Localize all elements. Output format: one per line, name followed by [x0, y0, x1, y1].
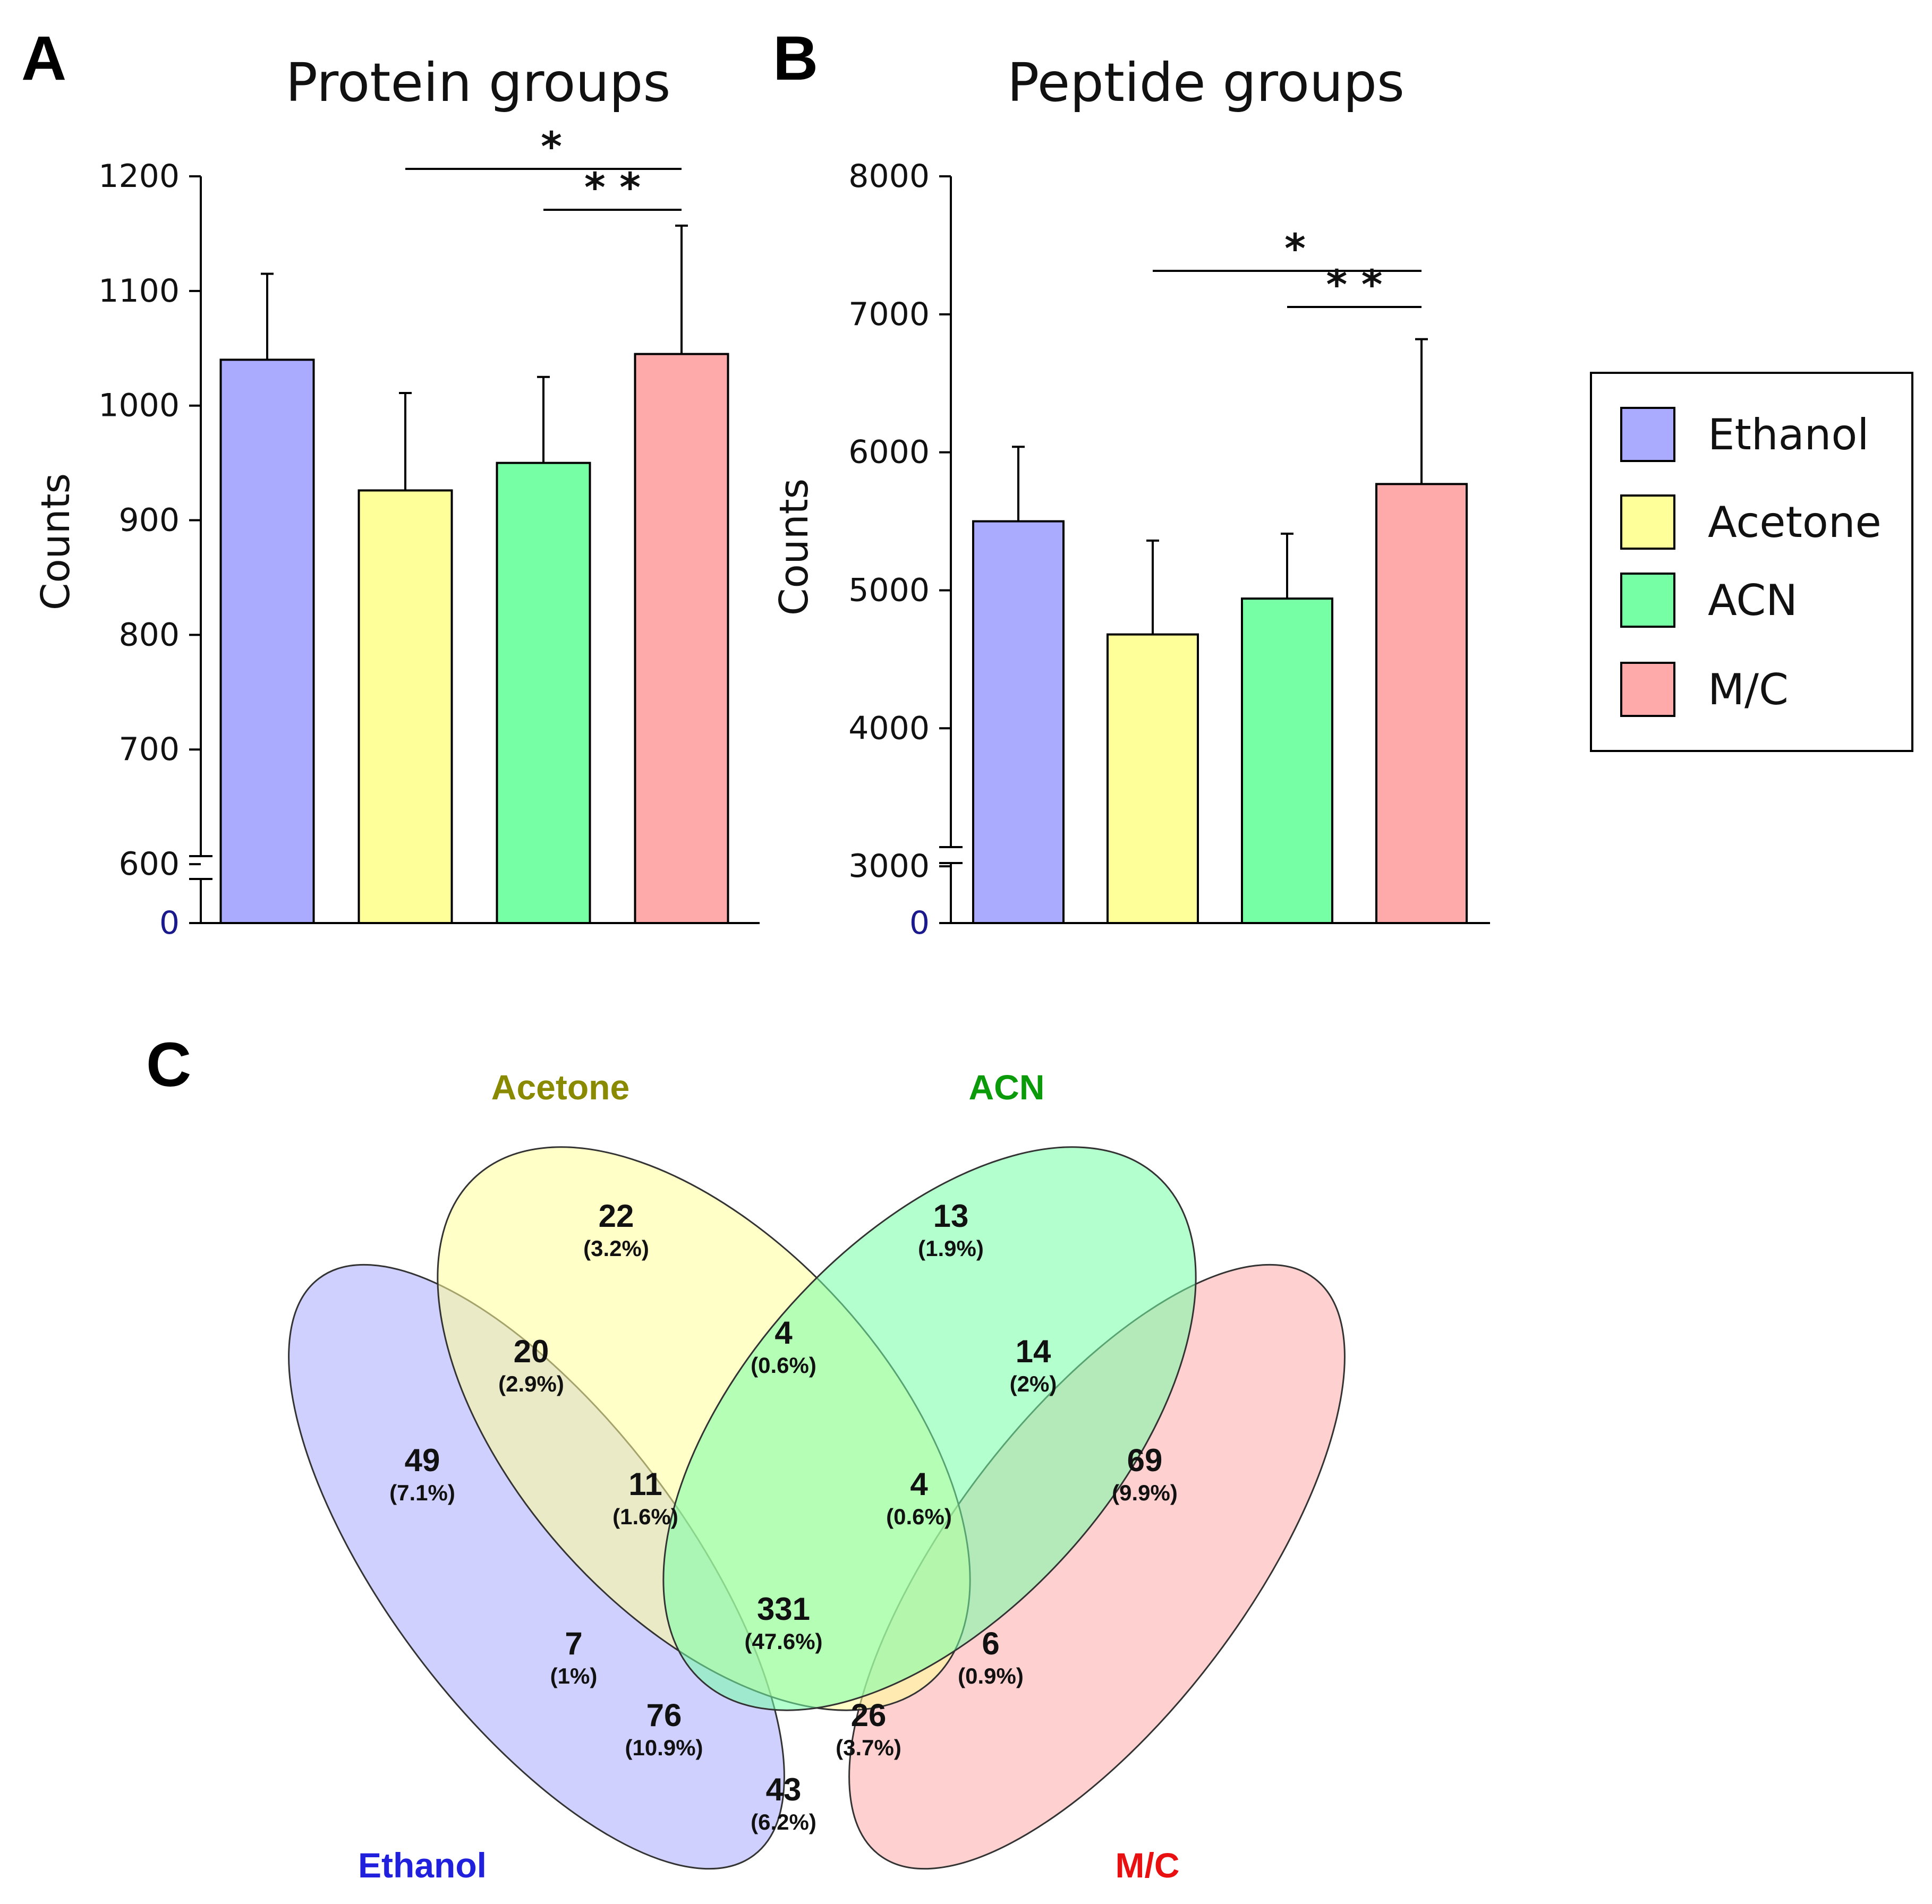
y-tick-label: 600: [118, 846, 180, 883]
venn-percent-acn-only: (1.9%): [918, 1236, 984, 1261]
venn-count-ethanol-acn-mc: 76: [646, 1697, 682, 1733]
y-tick-label: 3000: [848, 848, 930, 885]
venn-percent-mc-only: (9.9%): [1112, 1480, 1178, 1505]
significance-label: *: [541, 123, 562, 170]
bar-mc: [634, 353, 729, 924]
y-axis-label: Counts: [33, 473, 79, 610]
y-tick-label: 7000: [848, 296, 930, 333]
y-tick-label: 8000: [848, 158, 930, 195]
protein-groups-chart: Protein groups Counts 600 700 800 900 1000 11…: [33, 52, 760, 942]
significance-label: *: [1284, 225, 1306, 272]
legend-swatch-mc: [1620, 662, 1675, 717]
legend-label: Ethanol: [1708, 410, 1869, 459]
venn-set-label-ethanol: Ethanol: [358, 1846, 487, 1885]
venn-count-ethanol-acetone-mc: 26: [851, 1697, 887, 1733]
venn-count-ethanol-acn: 7: [565, 1626, 582, 1661]
bar-acn: [496, 462, 591, 924]
bar-mc: [1375, 483, 1468, 924]
venn-percent-ethanol-acn: (1%): [550, 1663, 598, 1688]
venn-count-acn-mc: 14: [1016, 1334, 1051, 1369]
y-tick-label: 1100: [98, 272, 180, 310]
chart-title: Peptide groups: [1007, 52, 1405, 114]
venn-shapes: [288, 1146, 1346, 1870]
venn-set-names: Acetone ACN Ethanol M/C: [358, 1068, 1179, 1885]
y-tick-label: 700: [118, 731, 180, 768]
venn-count-ethanol-acetone: 20: [514, 1334, 549, 1369]
venn-count-ethanol-only: 49: [405, 1442, 440, 1478]
venn-count-all-four: 331: [757, 1591, 810, 1627]
y-tick-label: 1000: [98, 387, 180, 424]
venn-percent-acetone-acn: (0.6%): [751, 1353, 816, 1378]
bar-ethanol: [219, 358, 315, 924]
panel-letter-b: B: [773, 23, 818, 93]
venn-count-ethanol-mc: 43: [766, 1772, 802, 1807]
venn-percent-ethanol-acetone: (2.9%): [498, 1371, 564, 1396]
venn-percent-acetone-only: (3.2%): [583, 1236, 649, 1261]
legend-entries: Ethanol Acetone ACN M/C: [1620, 407, 1882, 717]
plot-area: 600 700 800 900 1000 1100 1200 0 * * *: [98, 123, 760, 942]
venn-count-ethanol-acetone-acn: 11: [628, 1466, 662, 1502]
venn-set-label-acn: ACN: [969, 1068, 1045, 1107]
y-tick-label-zero: 0: [159, 904, 180, 942]
y-tick-label: 5000: [848, 571, 930, 609]
venn-set-label-mc: M/C: [1116, 1846, 1180, 1885]
venn-count-acn-only: 13: [933, 1198, 969, 1234]
panel-letter-a: A: [21, 23, 66, 93]
y-tick-label-zero: 0: [909, 904, 930, 942]
venn-set-acn: [662, 1146, 1197, 1711]
venn-percent-acn-mc: (2%): [1010, 1371, 1057, 1396]
y-tick-label: 6000: [848, 434, 930, 471]
legend-swatch-ethanol: [1620, 407, 1675, 462]
venn-percent-acetone-acn-mc: (0.6%): [886, 1504, 952, 1529]
venn-percent-ethanol-acn-mc: (10.9%): [625, 1735, 703, 1760]
venn-percent-ethanol-only: (7.1%): [389, 1480, 455, 1505]
venn-percent-ethanol-mc: (6.2%): [751, 1809, 816, 1834]
bar-ethanol: [972, 520, 1065, 924]
y-axis-label: Counts: [771, 479, 817, 616]
peptide-groups-chart: Peptide groups Counts 3000 4000 5000 6000 70…: [771, 52, 1490, 942]
venn-set-label-acetone: Acetone: [491, 1068, 629, 1107]
venn-count-acetone-only: 22: [599, 1198, 634, 1234]
venn-count-mc-only: 69: [1127, 1442, 1163, 1478]
bar-acn: [1241, 597, 1333, 924]
bar-acetone: [1107, 633, 1199, 924]
plot-area: 3000 4000 5000 6000 7000 8000 0 * * *: [848, 158, 1490, 942]
significance-label: * *: [1326, 261, 1383, 308]
significance-label: * *: [584, 164, 641, 211]
legend-label: ACN: [1708, 576, 1798, 625]
venn-diagram: 22(3.2%)13(1.9%)20(2.9%)4(0.6%) 14(2%)49(…: [288, 1068, 1346, 1885]
y-tick-label: 900: [118, 502, 180, 539]
venn-percent-ethanol-acetone-mc: (3.7%): [836, 1735, 901, 1760]
legend-swatch-acetone: [1620, 494, 1675, 550]
bar-acetone: [358, 489, 453, 924]
legend-label: M/C: [1708, 665, 1789, 714]
legend: Ethanol Acetone ACN M/C: [1590, 372, 1913, 752]
venn-percent-ethanol-acetone-acn: (1.6%): [612, 1504, 678, 1529]
legend-label: Acetone: [1708, 498, 1882, 547]
panel-letter-c: C: [146, 1030, 191, 1100]
chart-title: Protein groups: [286, 52, 671, 114]
y-tick-label: 4000: [848, 710, 930, 747]
y-tick-label: 800: [118, 616, 180, 653]
venn-count-acetone-acn-mc: 4: [910, 1466, 928, 1502]
venn-region-labels: 22(3.2%)13(1.9%)20(2.9%)4(0.6%) 14(2%)49(…: [389, 1198, 1178, 1834]
venn-count-acetone-acn: 4: [774, 1315, 793, 1351]
y-tick-label: 1200: [98, 158, 180, 195]
venn-percent-all-four: (47.6%): [744, 1629, 822, 1654]
legend-swatch-acn: [1620, 573, 1675, 628]
venn-percent-acetone-mc: (0.9%): [958, 1663, 1024, 1688]
venn-count-acetone-mc: 6: [982, 1626, 999, 1661]
